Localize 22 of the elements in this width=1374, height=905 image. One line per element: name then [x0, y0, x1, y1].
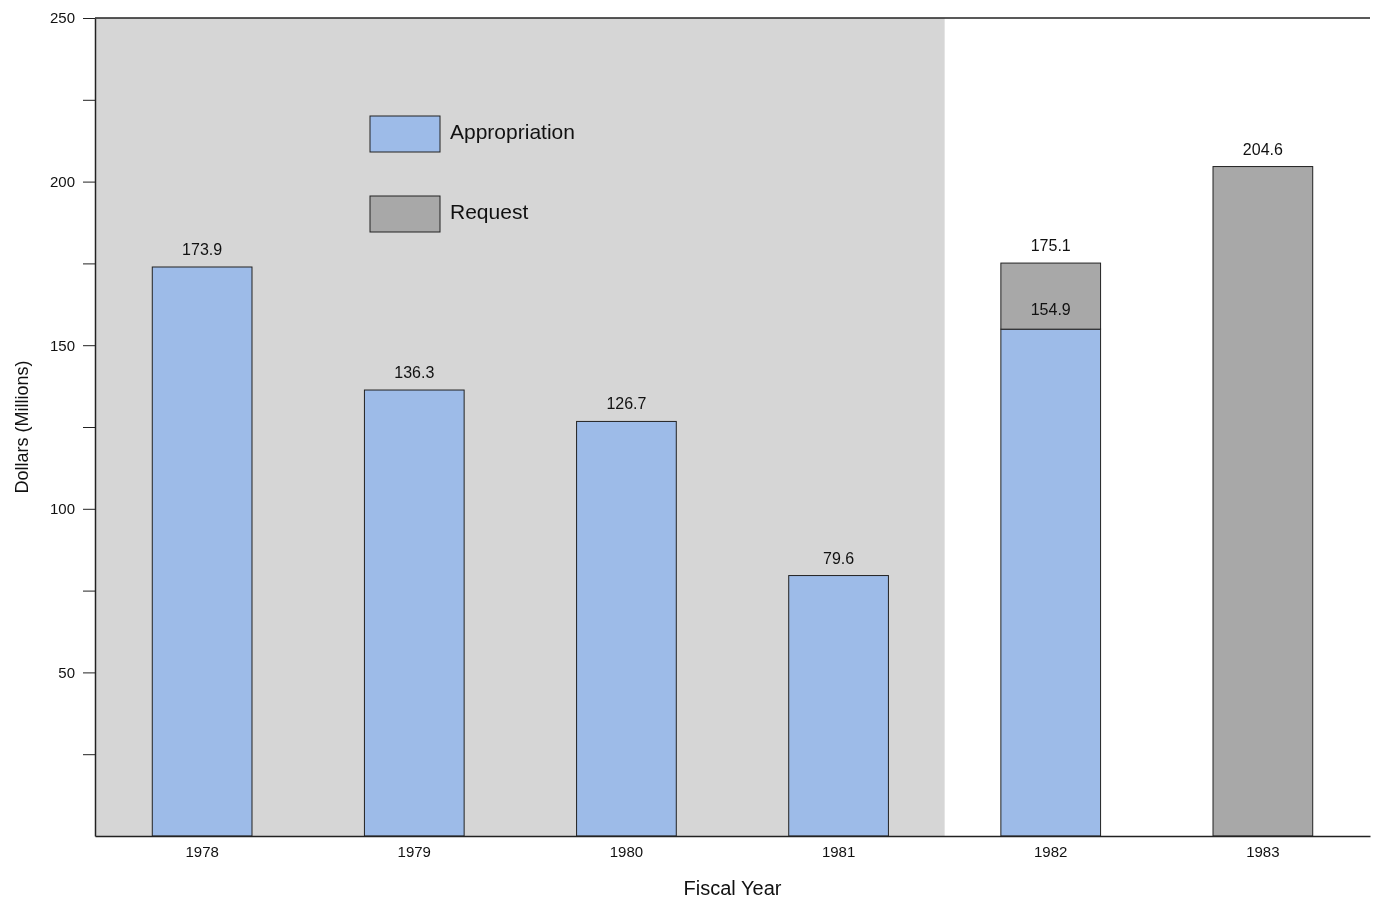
y-tick-label: 50	[58, 663, 75, 681]
total-label: 175.1	[1030, 237, 1071, 255]
data-label: 154.9	[1030, 301, 1071, 319]
total-label: 136.3	[394, 364, 435, 382]
total-label: 126.7	[606, 395, 647, 413]
y-tick-label: 250	[49, 9, 75, 27]
x-tick-label: 1982	[1034, 842, 1068, 860]
legend-label: Appropriation	[450, 120, 575, 143]
x-tick-label: 1980	[609, 842, 644, 860]
x-tick-label: 1978	[185, 842, 219, 860]
y-tick-label: 150	[49, 336, 75, 354]
legend-label: Request	[450, 200, 529, 223]
x-tick-label: 1979	[397, 842, 431, 860]
x-axis-title: Fiscal Year	[683, 877, 782, 899]
y-axis-title: Dollars (Millions)	[12, 360, 32, 494]
y-tick-label: 200	[49, 172, 75, 190]
x-tick-label: 1983	[1246, 842, 1280, 860]
x-tick-label: 1981	[821, 842, 856, 860]
total-label: 204.6	[1242, 140, 1283, 158]
total-label: 173.9	[182, 241, 223, 258]
total-label: 79.6	[823, 549, 855, 567]
y-tick-label: 100	[49, 500, 75, 518]
